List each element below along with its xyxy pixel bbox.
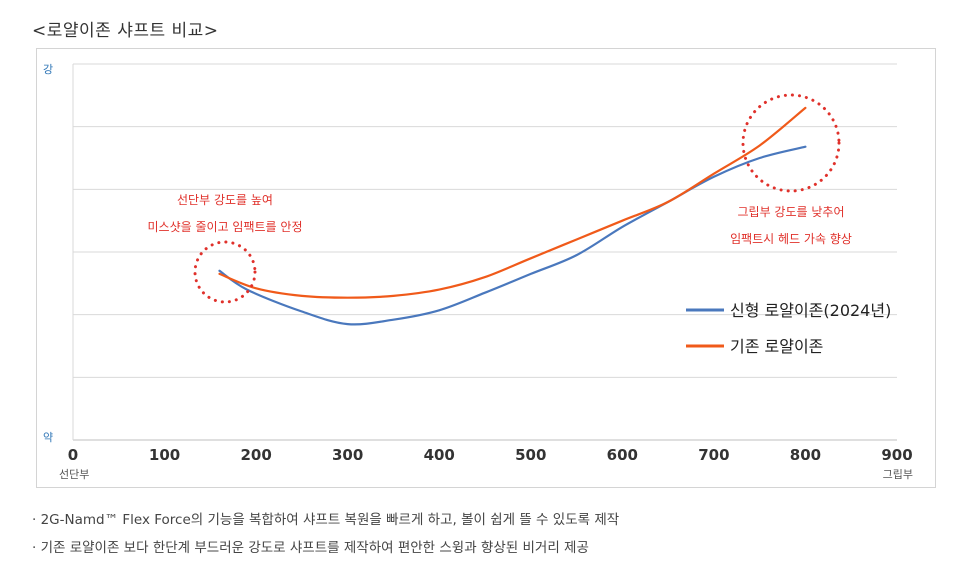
series-line-2 bbox=[218, 106, 807, 299]
grid-layer bbox=[73, 63, 897, 378]
x-tick-label: 900 bbox=[881, 446, 912, 464]
page-title: <로얄이존 샤프트 비교> bbox=[32, 21, 219, 41]
annotation-text: 그립부 강도를 낮추어 bbox=[738, 205, 845, 219]
x-end-label-right: 그립부 bbox=[883, 468, 913, 481]
x-tick-label: 500 bbox=[515, 446, 546, 464]
x-tick-label: 0 bbox=[68, 446, 78, 464]
annotation-text: 미스샷을 줄이고 임팩트를 안정 bbox=[148, 220, 303, 234]
x-tick-label: 100 bbox=[149, 446, 180, 464]
legend-label-1: 신형 로얄이존(2024년) bbox=[730, 301, 891, 320]
series-line-1 bbox=[218, 145, 807, 326]
x-tick-label: 200 bbox=[240, 446, 271, 464]
chart-frame bbox=[36, 48, 936, 488]
annotation-circle-2 bbox=[741, 93, 841, 193]
note-line-1: · 2G-Namd™ Flex Force의 기능을 복합하여 샤프트 복원을 … bbox=[32, 512, 620, 528]
series-layer bbox=[218, 106, 807, 326]
note-line-2: · 기존 로얄이존 보다 한단계 부드러운 강도로 샤프트를 제작하여 편안한 … bbox=[32, 540, 589, 556]
annotation-text: 선단부 강도를 높여 bbox=[177, 193, 273, 207]
annotation-text: 임팩트시 헤드 가속 향상 bbox=[730, 232, 852, 246]
legend: 신형 로얄이존(2024년) 기존 로얄이존 bbox=[686, 301, 891, 356]
y-end-label-top: 강 bbox=[43, 63, 53, 76]
x-tick-label: 700 bbox=[698, 446, 729, 464]
x-tick-label: 400 bbox=[424, 446, 455, 464]
x-tick-label: 600 bbox=[607, 446, 638, 464]
annotation-circle-1 bbox=[193, 240, 257, 304]
x-end-label-left: 선단부 bbox=[59, 468, 89, 481]
x-tick-label: 300 bbox=[332, 446, 363, 464]
x-tick-label: 800 bbox=[790, 446, 821, 464]
y-end-label-bottom: 약 bbox=[43, 430, 53, 444]
axis-layer: 0 100 200 300 400 500 600 700 800 900 선단부 그립부 강약 bbox=[43, 63, 913, 481]
legend-label-2: 기존 로얄이존 bbox=[730, 337, 823, 356]
